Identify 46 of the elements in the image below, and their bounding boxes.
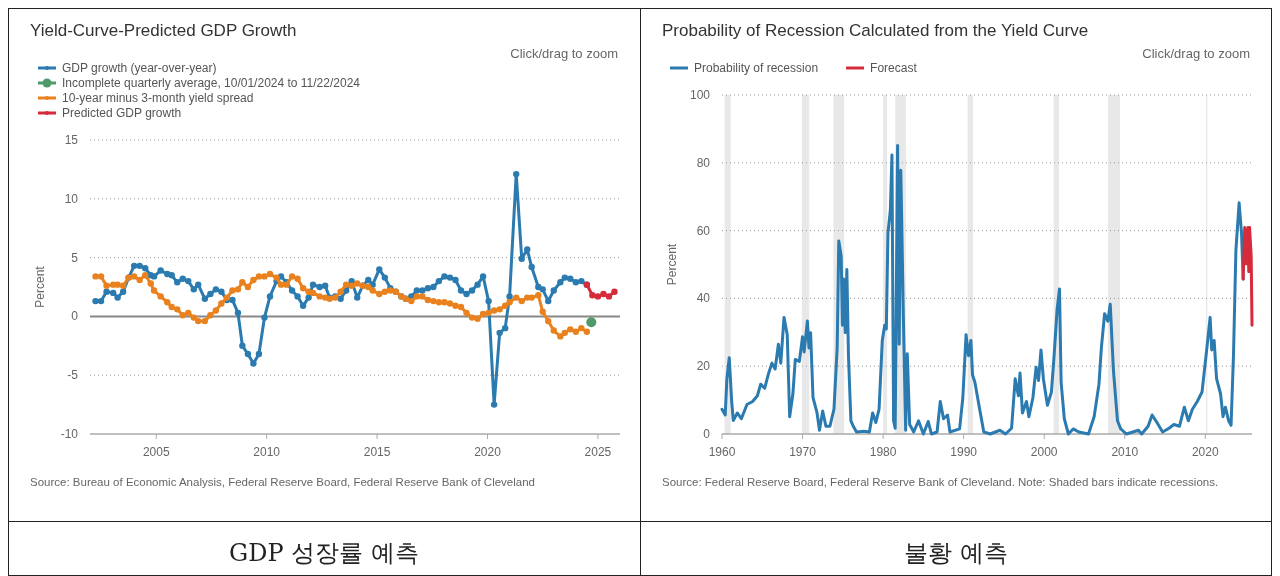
y-tick-label: 100 <box>689 88 711 102</box>
x-tick-label: 2000 <box>1030 445 1058 459</box>
y-tick-label: 15 <box>64 133 79 147</box>
x-tick-label: 2025 <box>584 445 612 459</box>
x-tick-label: 2015 <box>363 445 391 459</box>
x-tick-label: 1990 <box>950 445 978 459</box>
text: GDP 성장률 예측 <box>229 539 419 567</box>
y-tick-label: 10 <box>64 191 79 206</box>
point <box>594 293 602 300</box>
source-note: Source: Federal Reserve Board, Federal Reserve Bank of Cleveland. Note: Shaded bars indicate recessions. <box>662 476 1219 488</box>
legend-label: Incomplete quarterly average, 10/01/2024 to 11/22/2024 <box>62 76 361 90</box>
y-axis-title: Percent <box>665 243 679 286</box>
source-note: Source: Bureau of Economic Analysis, Federal Reserve Board, Federal Reserve Bank of Cleveland <box>30 476 535 488</box>
text: 불황 예측 <box>904 539 1008 567</box>
y-tick-label: -10 <box>60 427 79 441</box>
chart-title: Probability of Recession Calculated from the Yield Curve <box>662 21 1089 40</box>
x-tick-label: 2020 <box>474 445 502 459</box>
x-tick-label: 2005 <box>142 445 170 459</box>
y-tick-label: 20 <box>696 359 711 374</box>
y-tick-label: 40 <box>696 291 711 306</box>
y-axis-title: Percent <box>33 265 47 308</box>
y-tick-label: 60 <box>696 223 711 238</box>
x-tick-label: 1980 <box>869 445 897 459</box>
text: Click/drag to zoom <box>1142 46 1250 61</box>
y-tick-label: 80 <box>696 155 711 170</box>
x-tick-label: 1970 <box>789 445 817 459</box>
x-tick-label: 2010 <box>253 445 281 459</box>
legend-label: Predicted GDP growth <box>62 106 182 120</box>
point <box>600 290 607 298</box>
point <box>589 292 596 299</box>
text: Click/drag to zoom <box>510 46 618 61</box>
x-tick-label: 2010 <box>1111 445 1139 459</box>
y-tick-label: 0 <box>703 427 711 441</box>
chart-title: Yield-Curve-Predicted GDP Growth <box>30 21 297 40</box>
legend-label: 10-year minus 3-month yield spread <box>62 91 254 105</box>
legend-label: Probability of recession <box>694 61 819 75</box>
point <box>605 293 613 300</box>
point <box>611 288 618 295</box>
y-tick-label: 5 <box>71 250 79 265</box>
x-tick-label: 1960 <box>708 445 736 459</box>
x-tick-label: 2020 <box>1191 445 1219 459</box>
point <box>586 317 597 328</box>
y-tick-label: -5 <box>67 368 79 383</box>
legend-label: Forecast <box>870 61 918 75</box>
legend-label: GDP growth (year-over-year) <box>62 61 217 75</box>
y-tick-label: 0 <box>71 309 79 324</box>
